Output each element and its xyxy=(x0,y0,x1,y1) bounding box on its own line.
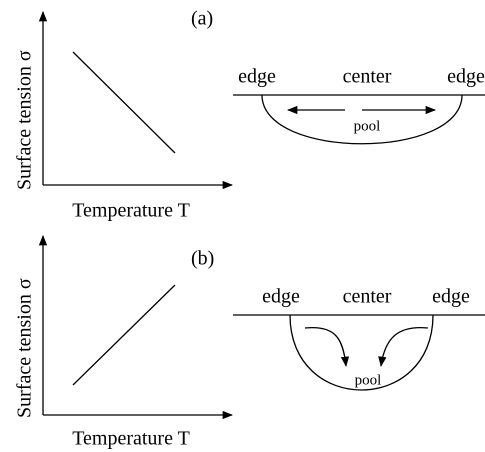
panel-tag: (b) xyxy=(191,248,214,270)
trend-line xyxy=(73,52,175,153)
trend-line xyxy=(73,285,175,385)
center-label: center xyxy=(343,286,392,308)
x-axis-label: Temperature T xyxy=(72,428,190,450)
pool-label: pool xyxy=(355,372,382,388)
flow-arrow xyxy=(305,328,346,366)
figure: Surface tension σ Temperature T (a) edge… xyxy=(0,0,485,452)
panel-a: Surface tension σ Temperature T (a) edge… xyxy=(14,8,485,222)
x-axis-label: Temperature T xyxy=(72,200,190,222)
y-axis-label: Surface tension σ xyxy=(14,278,36,418)
edge-label: edge xyxy=(238,66,276,88)
center-label: center xyxy=(343,66,392,88)
edge-label: edge xyxy=(432,286,470,308)
pool-label: pool xyxy=(354,118,381,134)
panel-tag: (a) xyxy=(191,8,213,30)
y-axis-label: Surface tension σ xyxy=(14,50,36,190)
panel-b: Surface tension σ Temperature T (b) edge… xyxy=(14,236,485,450)
edge-label: edge xyxy=(447,66,485,88)
edge-label: edge xyxy=(262,286,300,308)
